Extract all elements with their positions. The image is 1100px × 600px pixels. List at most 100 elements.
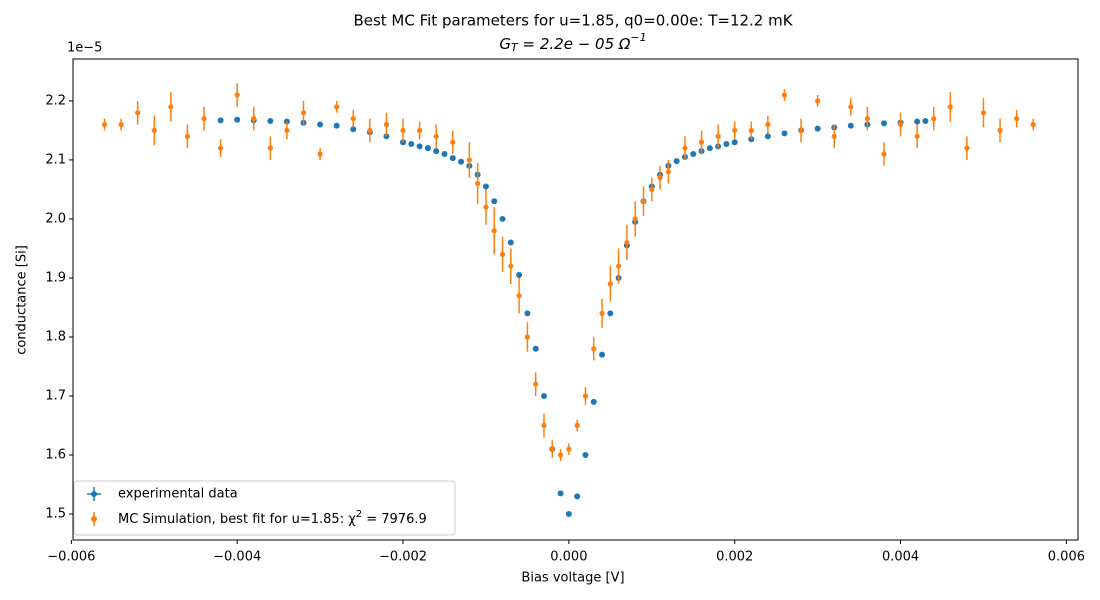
data-point bbox=[483, 204, 489, 210]
data-point bbox=[574, 493, 581, 500]
subtitle-part: T bbox=[511, 41, 519, 54]
data-point bbox=[715, 133, 721, 139]
y-tick-label: 1.7 bbox=[45, 388, 66, 403]
data-point bbox=[499, 251, 506, 257]
legend-box bbox=[73, 480, 456, 536]
data-point bbox=[624, 239, 630, 246]
data-point bbox=[591, 346, 597, 352]
data-point bbox=[441, 151, 448, 158]
x-tick-label: −0.004 bbox=[213, 550, 261, 565]
data-point bbox=[458, 158, 465, 165]
subtitle-part: = 2.2e − 05 Ω bbox=[518, 35, 631, 53]
data-point bbox=[516, 272, 523, 279]
axes-frame bbox=[72, 58, 1079, 541]
chart-subtitle: GT = 2.2e − 05 Ω−1 bbox=[499, 31, 646, 54]
data-point bbox=[508, 263, 514, 269]
data-point bbox=[184, 133, 191, 139]
data-point bbox=[682, 145, 688, 151]
x-tick-label: 0.002 bbox=[716, 550, 753, 565]
data-point bbox=[640, 198, 647, 204]
data-point bbox=[657, 175, 663, 181]
y-tick-label: 1.9 bbox=[45, 270, 66, 285]
subtitle-part: G bbox=[499, 35, 511, 53]
data-point bbox=[599, 351, 606, 358]
data-point bbox=[168, 104, 174, 110]
data-point bbox=[499, 215, 506, 222]
data-point bbox=[267, 145, 273, 151]
data-point bbox=[433, 133, 439, 139]
data-point bbox=[566, 446, 572, 452]
data-point bbox=[234, 92, 240, 98]
x-axis-label: Bias voltage [V] bbox=[521, 571, 624, 586]
chart-title: Best MC Fit parameters for u=1.85, q0=0.… bbox=[353, 12, 793, 30]
data-point bbox=[781, 92, 788, 98]
data-point bbox=[475, 180, 481, 187]
y-tick-label: 2.1 bbox=[45, 152, 66, 167]
data-point bbox=[881, 151, 887, 157]
legend-label-part: MC Simulation, best fit for u=1.85: χ bbox=[118, 512, 356, 527]
data-point bbox=[914, 133, 920, 139]
data-point bbox=[317, 151, 323, 157]
y-tick-label: 1.5 bbox=[45, 507, 66, 522]
data-point bbox=[317, 121, 324, 128]
legend-marker bbox=[91, 491, 97, 497]
data-point bbox=[814, 125, 821, 132]
data-point bbox=[1014, 116, 1020, 122]
data-point bbox=[732, 127, 738, 134]
data-point bbox=[466, 157, 472, 163]
data-point bbox=[300, 110, 307, 116]
data-point bbox=[582, 393, 589, 399]
data-point bbox=[864, 116, 870, 122]
data-point bbox=[491, 198, 498, 205]
data-point bbox=[433, 148, 440, 155]
data-point bbox=[582, 452, 589, 459]
data-point bbox=[217, 117, 224, 124]
data-point bbox=[491, 228, 497, 234]
data-point bbox=[507, 239, 514, 246]
data-point bbox=[367, 127, 373, 134]
data-point bbox=[541, 422, 547, 429]
data-point bbox=[557, 490, 564, 497]
data-point bbox=[831, 133, 837, 139]
x-tick-label: 0.004 bbox=[882, 550, 919, 565]
data-point bbox=[880, 120, 887, 127]
data-point bbox=[574, 422, 580, 429]
data-point bbox=[416, 143, 423, 150]
x-tick-label: −0.006 bbox=[47, 550, 95, 565]
data-point bbox=[690, 151, 697, 158]
data-point bbox=[524, 310, 531, 317]
data-point bbox=[731, 139, 738, 146]
data-point bbox=[201, 116, 207, 122]
data-point bbox=[897, 121, 904, 128]
data-point bbox=[234, 116, 241, 123]
data-point bbox=[449, 155, 456, 162]
data-point bbox=[922, 117, 929, 124]
legend-label-part: = 7976.9 bbox=[362, 512, 427, 527]
data-point bbox=[665, 169, 671, 175]
data-point bbox=[267, 117, 274, 124]
data-point bbox=[450, 139, 456, 145]
data-point bbox=[798, 127, 804, 134]
data-point bbox=[1030, 121, 1036, 128]
data-point bbox=[649, 186, 655, 193]
data-point bbox=[549, 446, 555, 452]
data-point bbox=[632, 216, 638, 222]
data-point bbox=[590, 398, 597, 405]
data-point bbox=[698, 139, 705, 145]
data-point bbox=[408, 140, 415, 147]
data-point bbox=[540, 392, 547, 399]
data-point bbox=[350, 126, 357, 133]
legend-label: experimental data bbox=[118, 487, 238, 502]
data-point bbox=[532, 345, 539, 352]
data-point bbox=[847, 122, 854, 129]
data-point bbox=[424, 145, 431, 152]
legend-label: MC Simulation, best fit for u=1.85: χ2 =… bbox=[118, 509, 427, 527]
legend-marker bbox=[91, 516, 97, 522]
data-point bbox=[748, 127, 754, 134]
data-point bbox=[533, 381, 539, 387]
data-point bbox=[333, 122, 340, 129]
data-point bbox=[723, 140, 730, 147]
x-tick-label: −0.002 bbox=[379, 550, 427, 565]
